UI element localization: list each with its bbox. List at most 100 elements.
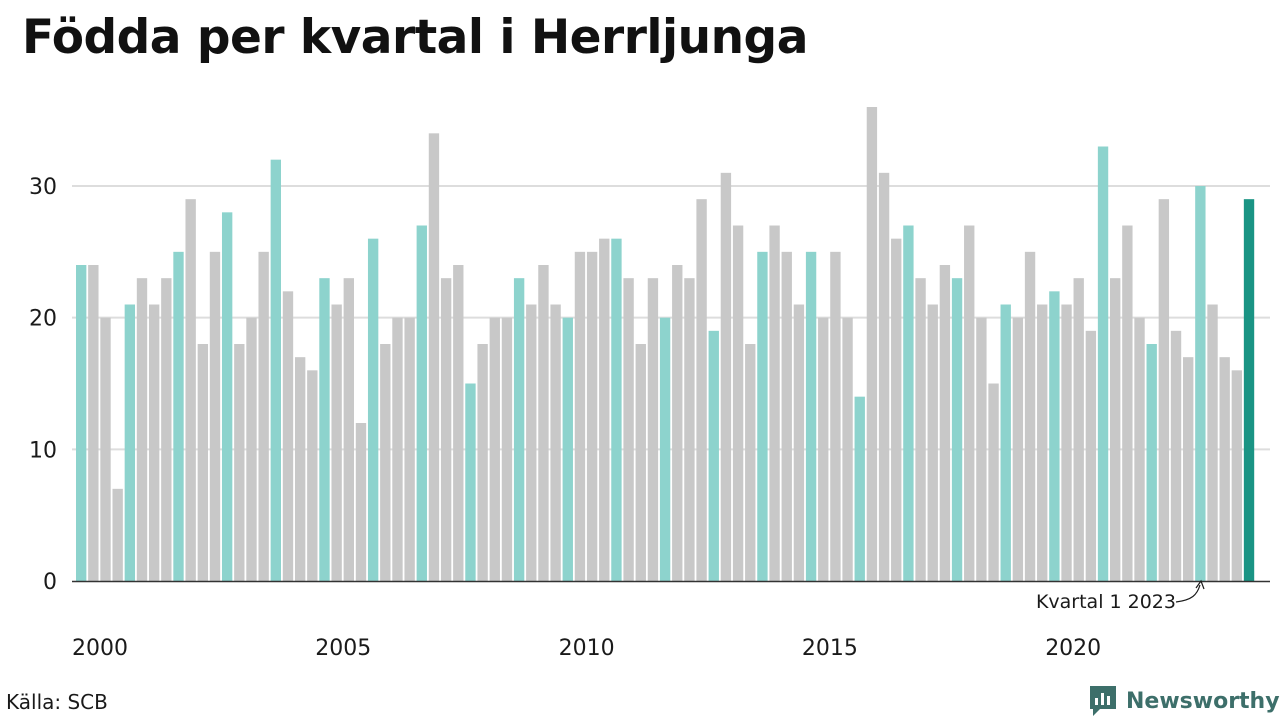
bar: [611, 238, 622, 582]
bar: [1097, 146, 1109, 581]
bar: [830, 251, 841, 581]
bar: [574, 251, 586, 581]
bar: [88, 265, 99, 581]
bar: [550, 304, 561, 581]
bar: [1134, 317, 1145, 581]
bar: [76, 265, 87, 581]
y-tick-label: 0: [43, 570, 57, 595]
bar: [1037, 304, 1048, 581]
bar: [623, 278, 634, 581]
bar: [1000, 304, 1011, 581]
bar: [513, 278, 525, 581]
bar: [1073, 278, 1084, 581]
bar: [745, 344, 756, 581]
bar: [270, 159, 281, 582]
bar: [1243, 199, 1255, 582]
bar: [599, 238, 610, 582]
chart-title: Födda per kvartal i Herrljunga: [22, 10, 808, 65]
bar: [781, 251, 792, 581]
bar: [112, 488, 123, 581]
bar: [720, 172, 732, 581]
bar: [805, 251, 817, 581]
bar: [440, 278, 452, 581]
bar: [124, 304, 136, 581]
bar: [659, 317, 671, 581]
bar: [696, 199, 707, 582]
bar: [258, 251, 269, 581]
bar: [246, 317, 257, 581]
bar: [672, 265, 683, 581]
bar: [234, 344, 245, 581]
bar: [136, 278, 148, 581]
bars: [76, 107, 1255, 582]
bar: [586, 251, 598, 581]
bar: [732, 225, 744, 581]
bar: [307, 370, 318, 581]
bar: [1049, 291, 1060, 581]
bar: [769, 225, 780, 581]
bar: [939, 265, 951, 581]
bar: [367, 238, 379, 582]
bar: [538, 265, 549, 581]
x-tick-label: 2015: [802, 636, 858, 661]
brand[interactable]: Newsworthy: [1088, 684, 1280, 718]
bar: [173, 251, 184, 581]
bar: [526, 304, 537, 581]
bar: [501, 317, 513, 581]
bar: [282, 291, 294, 581]
bar: [1024, 251, 1036, 581]
bar: [221, 212, 233, 581]
bar: [878, 172, 890, 581]
bar: [416, 225, 427, 581]
bar: [1146, 344, 1157, 581]
x-tick-label: 2000: [72, 636, 128, 661]
source-label: Källa: SCB: [6, 690, 108, 714]
bar: [380, 344, 391, 581]
bar: [331, 304, 342, 581]
bar: [294, 357, 306, 581]
bar: [1085, 330, 1097, 581]
bar: [635, 344, 646, 581]
bar: [866, 107, 878, 581]
annotation-label: Kvartal 1 2023: [1036, 591, 1176, 613]
bar: [1207, 304, 1218, 581]
bar: [489, 317, 500, 581]
brand-name: Newsworthy: [1126, 688, 1280, 714]
bar-chart: 0 10 20 30 2000 2005 2010 2015 2020 Kvartal 1 2…: [29, 107, 1270, 661]
bar: [453, 265, 464, 581]
y-tick-label: 10: [29, 438, 57, 463]
bar: [1183, 357, 1194, 581]
bar: [647, 278, 659, 581]
bar: [927, 304, 938, 581]
bar: [951, 278, 963, 581]
bar: [1122, 225, 1133, 581]
bar: [1012, 317, 1024, 581]
bar: [428, 133, 440, 581]
annotation-arrowhead: [1195, 579, 1205, 590]
x-axis-tick-labels: 2000 2005 2010 2015 2020: [72, 636, 1101, 661]
bar: [1110, 278, 1121, 581]
x-tick-label: 2020: [1045, 636, 1101, 661]
bar: [343, 278, 354, 581]
bar: [197, 344, 209, 581]
bar: [1231, 370, 1243, 581]
bar: [392, 317, 403, 581]
x-tick-label: 2005: [315, 636, 371, 661]
y-tick-label: 30: [29, 175, 57, 200]
bar: [161, 278, 172, 581]
bar: [355, 423, 367, 581]
bar: [1195, 186, 1206, 581]
bar: [891, 238, 902, 582]
bar: [185, 199, 196, 582]
annotation-arrow: [1175, 584, 1201, 603]
bar: [988, 383, 999, 581]
bar: [465, 383, 476, 581]
bar: [818, 317, 829, 581]
bar: [903, 225, 914, 581]
bar: [1061, 304, 1072, 581]
bar: [854, 396, 865, 581]
bar: [1170, 330, 1182, 581]
bar: [100, 317, 111, 581]
bar: [404, 317, 415, 581]
bar: [477, 344, 488, 581]
